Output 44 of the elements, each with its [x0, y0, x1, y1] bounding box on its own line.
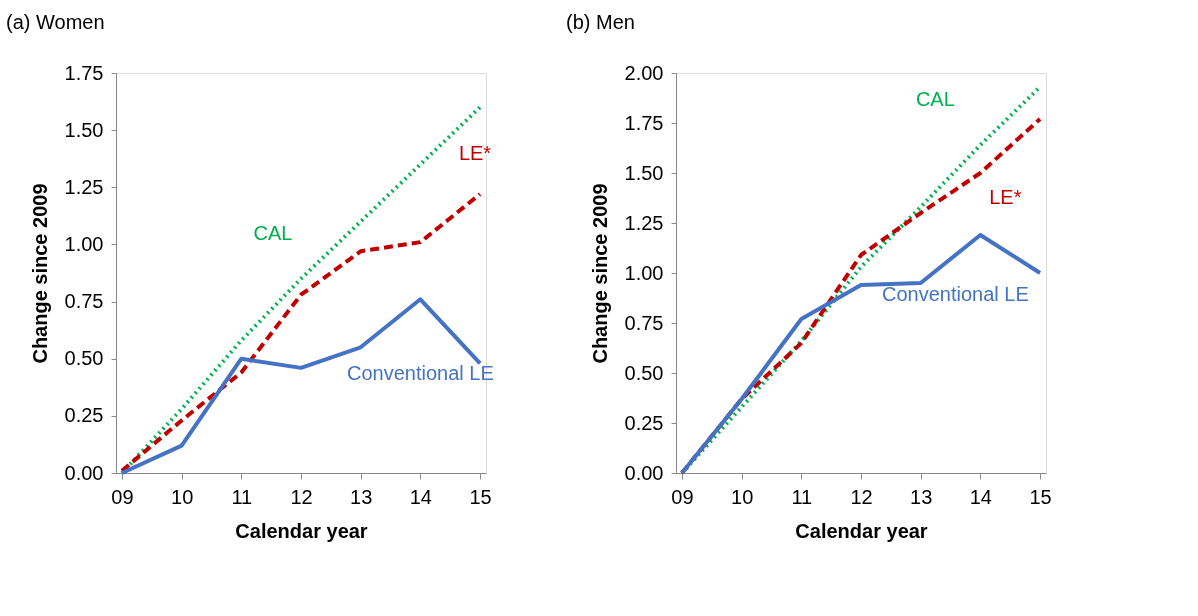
y-tick-label: 2.00 [624, 61, 664, 84]
x-tick-label: 14 [409, 485, 432, 508]
series-label: CAL [253, 221, 293, 244]
x-tick-label: 13 [910, 485, 933, 508]
y-tick-label: 0.00 [64, 461, 104, 484]
x-tick-label: 15 [1029, 485, 1052, 508]
x-tick-label: 10 [731, 485, 754, 508]
y-tick-label: 1.00 [624, 261, 664, 284]
y-tick-label: 1.50 [624, 161, 664, 184]
x-tick-label: 10 [171, 485, 194, 508]
y-axis-title: Change since 2009 [28, 183, 51, 364]
y-tick-label: 1.75 [624, 111, 664, 134]
x-tick-label: 09 [671, 485, 694, 508]
x-tick-label: 11 [791, 485, 813, 508]
series-label: Conventional LE [346, 362, 494, 385]
y-tick-label: 1.25 [624, 211, 664, 234]
x-tick-label: 12 [850, 485, 873, 508]
text: CAL [915, 88, 955, 110]
chart-title: (a) Women [6, 11, 105, 33]
x-tick-label: 15 [469, 485, 492, 508]
x-tick-label: 09 [111, 485, 134, 508]
y-tick-label: 0.25 [64, 404, 104, 427]
y-tick-label: 1.75 [64, 61, 104, 84]
x-axis-title: Calendar year [795, 519, 928, 542]
x-tick-label: 11 [231, 485, 253, 508]
y-tick-label: 1.00 [64, 232, 104, 255]
x-tick-label: 14 [969, 485, 992, 508]
y-tick-label: 0.75 [64, 290, 104, 313]
y-tick-label: 1.50 [64, 118, 104, 141]
series-label: Conventional LE [881, 283, 1029, 305]
y-tick-label: 0.50 [64, 347, 104, 370]
y-tick-label: 0.50 [624, 361, 664, 384]
y-tick-label: 0.25 [624, 411, 664, 434]
chart-title: (b) Men [566, 11, 635, 33]
x-tick-label: 12 [290, 485, 313, 508]
line-series [679, 233, 1043, 475]
y-tick-label: 0.00 [624, 461, 664, 484]
x-axis-title: Calendar year [235, 519, 368, 542]
x-tick-label: 13 [350, 485, 373, 508]
series-label: LE* [458, 142, 492, 165]
y-axis-title: Change since 2009 [588, 183, 611, 364]
series-label: LE* [989, 186, 1022, 208]
y-tick-label: 1.25 [64, 175, 104, 198]
y-tick-label: 0.75 [624, 311, 664, 334]
